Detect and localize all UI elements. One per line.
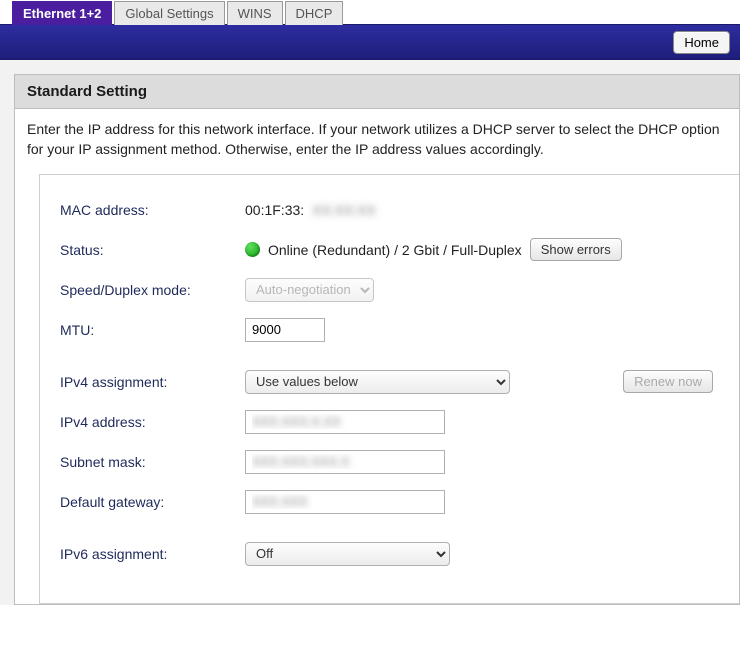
status-online-icon [245,242,260,257]
ipv4-address-input[interactable] [245,410,445,434]
ipv4-assign-select[interactable]: Use values below [245,370,510,394]
speed-select[interactable]: Auto-negotiation [245,278,374,302]
row-mac: MAC address: 00:1F:33: XX:XX:XX [60,197,719,223]
row-subnet: Subnet mask: [60,449,719,475]
ipv4-assign-label: IPv4 assignment: [60,374,245,390]
mtu-label: MTU: [60,322,245,338]
row-status: Status: Online (Redundant) / 2 Gbit / Fu… [60,237,719,263]
row-gateway: Default gateway: [60,489,719,515]
tab-bar: Ethernet 1+2 Global Settings WINS DHCP [0,0,740,24]
mtu-input[interactable] [245,318,325,342]
settings-form: MAC address: 00:1F:33: XX:XX:XX Status: O… [39,174,739,604]
ipv4-address-label: IPv4 address: [60,414,245,430]
row-speed: Speed/Duplex mode: Auto-negotiation [60,277,719,303]
row-ipv4-address: IPv4 address: [60,409,719,435]
renew-now-button[interactable]: Renew now [623,370,713,393]
mac-value: 00:1F:33: [245,202,304,218]
content-area: Standard Setting Enter the IP address fo… [0,60,740,605]
tab-ethernet[interactable]: Ethernet 1+2 [12,1,112,25]
row-ipv4-assign: IPv4 assignment: Use values below Renew … [60,369,719,395]
home-button[interactable]: Home [673,31,730,54]
show-errors-button[interactable]: Show errors [530,238,622,261]
ipv6-assign-select[interactable]: Off [245,542,450,566]
gateway-input[interactable] [245,490,445,514]
subnet-input[interactable] [245,450,445,474]
status-text: Online (Redundant) / 2 Gbit / Full-Duple… [268,242,522,258]
tab-wins[interactable]: WINS [227,1,283,25]
panel-description: Enter the IP address for this network in… [15,109,739,174]
standard-setting-panel: Standard Setting Enter the IP address fo… [14,74,740,605]
gateway-label: Default gateway: [60,494,245,510]
status-label: Status: [60,242,245,258]
mac-value-hidden: XX:XX:XX [312,202,376,218]
subnet-label: Subnet mask: [60,454,245,470]
row-mtu: MTU: [60,317,719,343]
panel-title: Standard Setting [15,75,739,109]
mac-label: MAC address: [60,202,245,218]
tab-global-settings[interactable]: Global Settings [114,1,224,25]
speed-label: Speed/Duplex mode: [60,282,245,298]
tab-dhcp[interactable]: DHCP [285,1,344,25]
ipv6-assign-label: IPv6 assignment: [60,546,245,562]
navbar: Home [0,24,740,60]
row-ipv6-assign: IPv6 assignment: Off [60,541,719,567]
